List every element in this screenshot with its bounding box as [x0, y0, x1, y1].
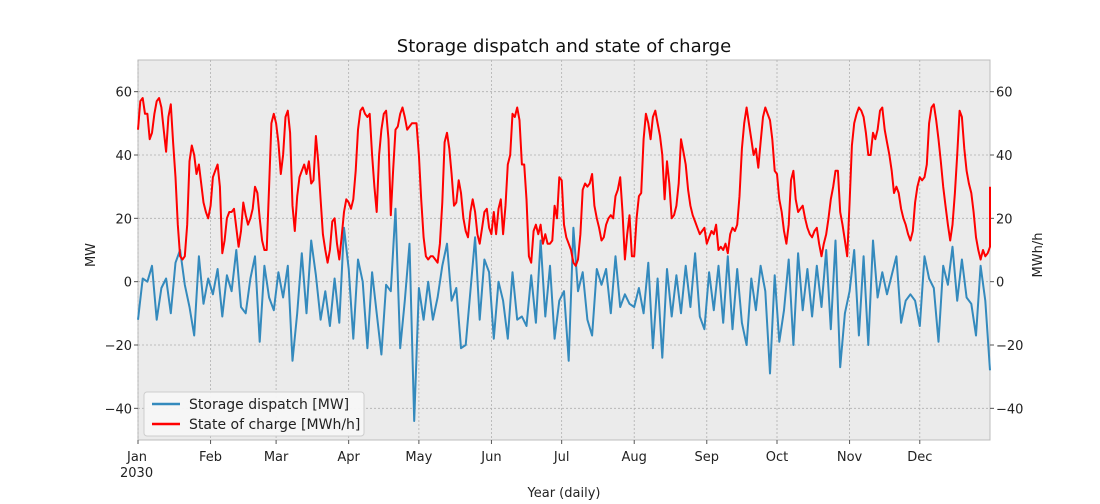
y-tick-label-left: 40: [115, 149, 132, 164]
y-tick-label-right: −20: [996, 339, 1023, 354]
y-tick-label-right: 40: [996, 149, 1013, 164]
x-tick-label: Oct: [766, 450, 788, 465]
left-y-axis: −40 −20 0 20 40 60: [105, 86, 138, 417]
series-layer: [137, 97, 991, 422]
legend-label-dispatch: Storage dispatch [MW]: [189, 397, 349, 413]
x-tick-label: Apr: [337, 450, 360, 465]
y-tick-label-right: −40: [996, 402, 1023, 417]
x-tick-label: May: [405, 450, 432, 465]
x-tick-label: Nov: [837, 450, 863, 465]
y-tick-label-left: −20: [105, 339, 132, 354]
x-tick-label: Sep: [695, 450, 720, 465]
x-tick-label: Jan: [126, 450, 147, 465]
x-tick-label: Jul: [553, 450, 570, 465]
y-tick-label-left: −40: [105, 402, 132, 417]
x-tick-label: Feb: [199, 450, 222, 465]
y-tick-label-left: 20: [115, 212, 132, 227]
y-tick-label-left: 60: [115, 86, 132, 101]
x-tick-label: Aug: [622, 450, 647, 465]
legend-label-state-of-charge: State of charge [MWh/h]: [189, 417, 360, 433]
legend: Storage dispatch [MW] State of charge [M…: [143, 391, 365, 437]
y-tick-label-left: 0: [124, 276, 132, 291]
series-line-state-of-charge: [137, 97, 991, 267]
x-tick-label: Dec: [907, 450, 932, 465]
series-line-storage-dispatch: [137, 207, 991, 422]
x-tick-sublabel: 2030: [120, 466, 153, 481]
x-tick-label: Mar: [264, 450, 289, 465]
y-axis-label-left: MW: [84, 243, 99, 267]
y-tick-label-right: 60: [996, 86, 1013, 101]
x-axis-label: Year (daily): [527, 486, 601, 500]
x-tick-label: Jun: [480, 450, 501, 465]
legend-box: [143, 391, 365, 437]
y-tick-label-right: 0: [996, 276, 1004, 291]
y-tick-label-right: 20: [996, 212, 1013, 227]
right-y-axis: −40 −20 0 20 40 60: [990, 86, 1023, 417]
y-axis-label-right: MWh/h: [1031, 233, 1046, 278]
chart-title: Storage dispatch and state of charge: [397, 36, 731, 57]
